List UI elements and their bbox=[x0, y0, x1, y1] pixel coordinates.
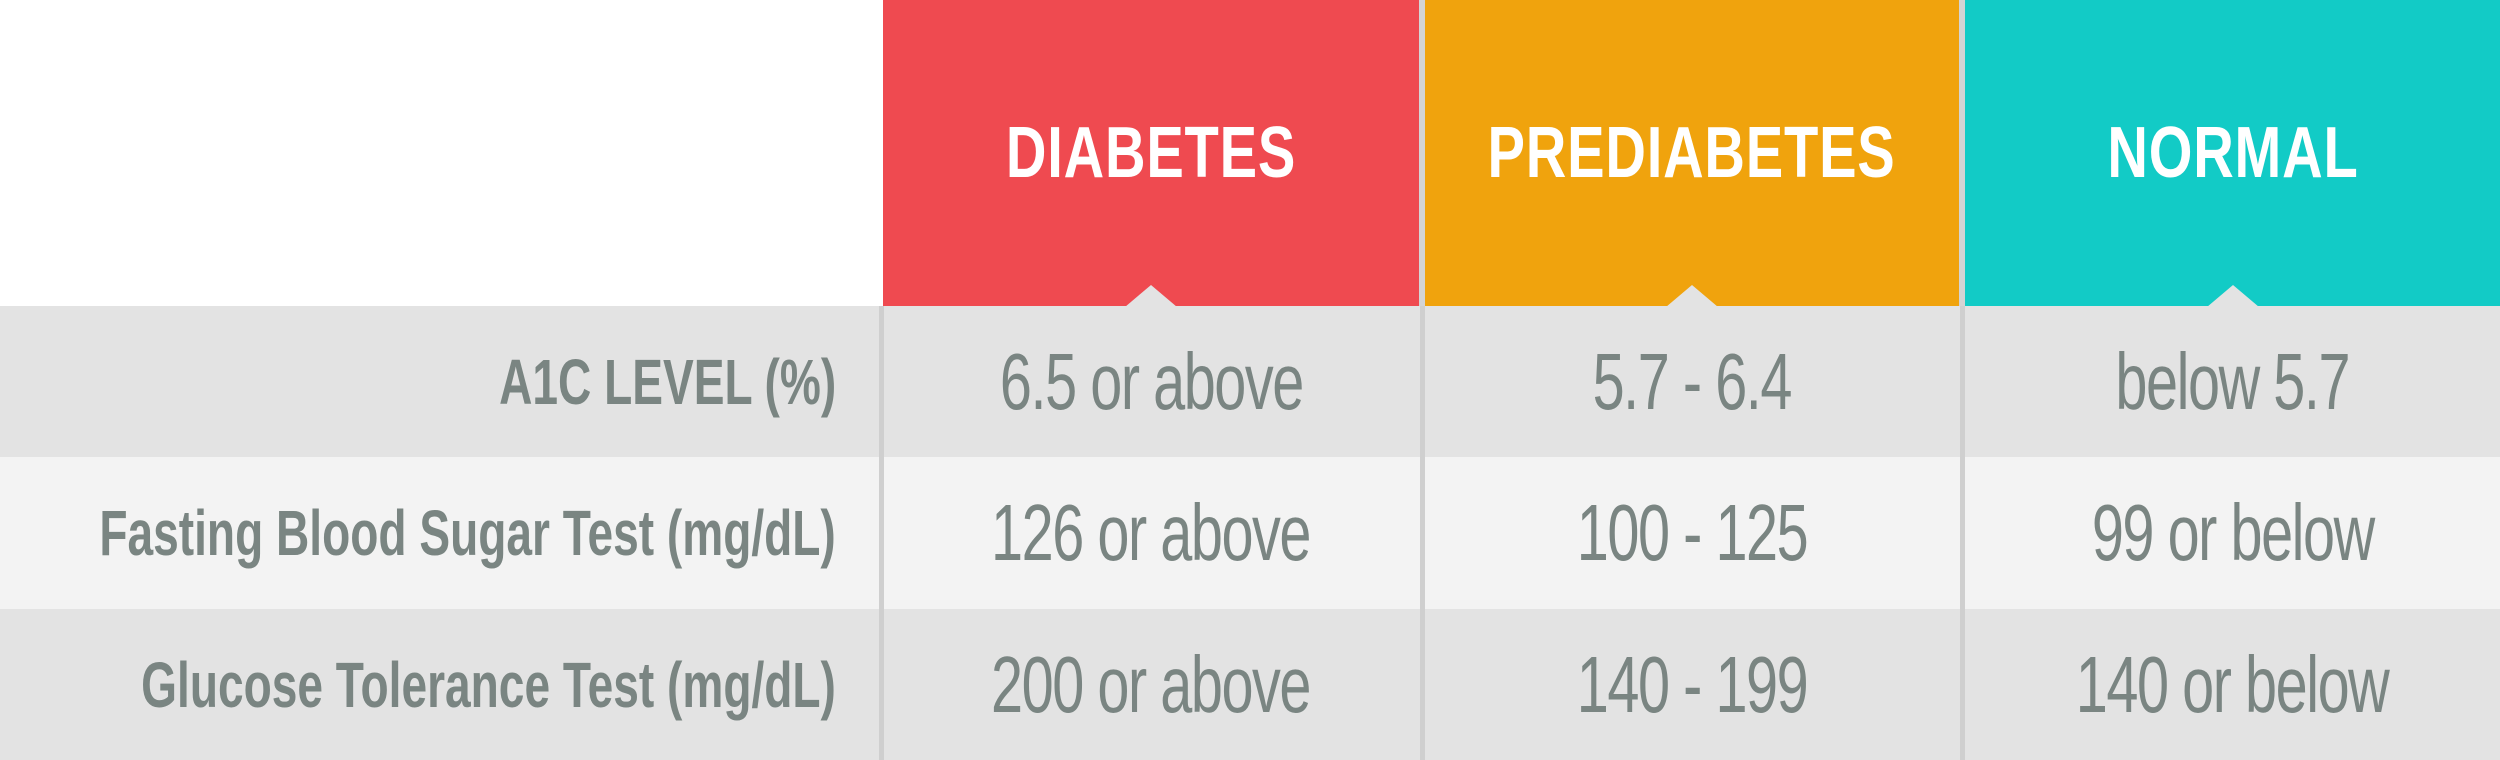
header-notch bbox=[2206, 285, 2259, 307]
cell-value: 100 - 125 bbox=[1576, 488, 1809, 577]
header-notch bbox=[1666, 285, 1718, 307]
row-label-text: Glucose Tolerance Test (mg/dL) bbox=[141, 648, 836, 721]
column-divider bbox=[879, 306, 884, 760]
table-cell: 140 or below bbox=[1965, 609, 2500, 760]
row-label-text: A1C LEVEL (%) bbox=[498, 345, 836, 418]
header-divider bbox=[1959, 0, 1965, 306]
table-cell: 140 - 199 bbox=[1425, 609, 1959, 760]
column-header-diabetes-label: DIABETES bbox=[1005, 113, 1297, 193]
header-divider bbox=[1419, 0, 1425, 306]
cell-value: 99 or below bbox=[2091, 488, 2375, 577]
row-label: Glucose Tolerance Test (mg/dL) bbox=[0, 609, 880, 760]
table-cell: 5.7 - 6.4 bbox=[1425, 306, 1959, 457]
row-label-text: Fasting Blood Sugar Test (mg/dL) bbox=[99, 497, 836, 569]
table-cell: 126 or above bbox=[883, 457, 1419, 609]
cell-value: 5.7 - 6.4 bbox=[1592, 336, 1793, 426]
column-divider bbox=[1420, 306, 1425, 760]
cell-value: 200 or above bbox=[991, 639, 1312, 729]
column-divider bbox=[1960, 306, 1965, 760]
cell-value: 126 or above bbox=[991, 488, 1312, 577]
row-label: Fasting Blood Sugar Test (mg/dL) bbox=[0, 457, 880, 609]
table-row-glucose-tolerance: Glucose Tolerance Test (mg/dL) 200 or ab… bbox=[0, 609, 2500, 760]
table-cell: 6.5 or above bbox=[883, 306, 1419, 457]
cell-value: below 5.7 bbox=[2115, 336, 2351, 426]
table-cell: 99 or below bbox=[1965, 457, 2500, 609]
column-header-normal: NORMAL bbox=[1965, 0, 2500, 307]
column-header-prediabetes-label: PREDIABETES bbox=[1487, 113, 1897, 193]
column-header-normal-label: NORMAL bbox=[2106, 113, 2359, 193]
cell-value: 140 - 199 bbox=[1576, 639, 1809, 729]
header-notch bbox=[1125, 285, 1177, 307]
table-cell: 200 or above bbox=[883, 609, 1419, 760]
column-header-diabetes: DIABETES bbox=[883, 0, 1419, 307]
cell-value: 140 or below bbox=[2076, 639, 2390, 729]
cell-value: 6.5 or above bbox=[999, 336, 1304, 426]
column-header-prediabetes: PREDIABETES bbox=[1425, 0, 1959, 307]
row-label: A1C LEVEL (%) bbox=[0, 306, 880, 457]
table-row-fasting: Fasting Blood Sugar Test (mg/dL) 126 or … bbox=[0, 457, 2500, 609]
table-row-a1c: A1C LEVEL (%) 6.5 or above 5.7 - 6.4 bel… bbox=[0, 306, 2500, 457]
table-cell: below 5.7 bbox=[1965, 306, 2500, 457]
table-cell: 100 - 125 bbox=[1425, 457, 1959, 609]
